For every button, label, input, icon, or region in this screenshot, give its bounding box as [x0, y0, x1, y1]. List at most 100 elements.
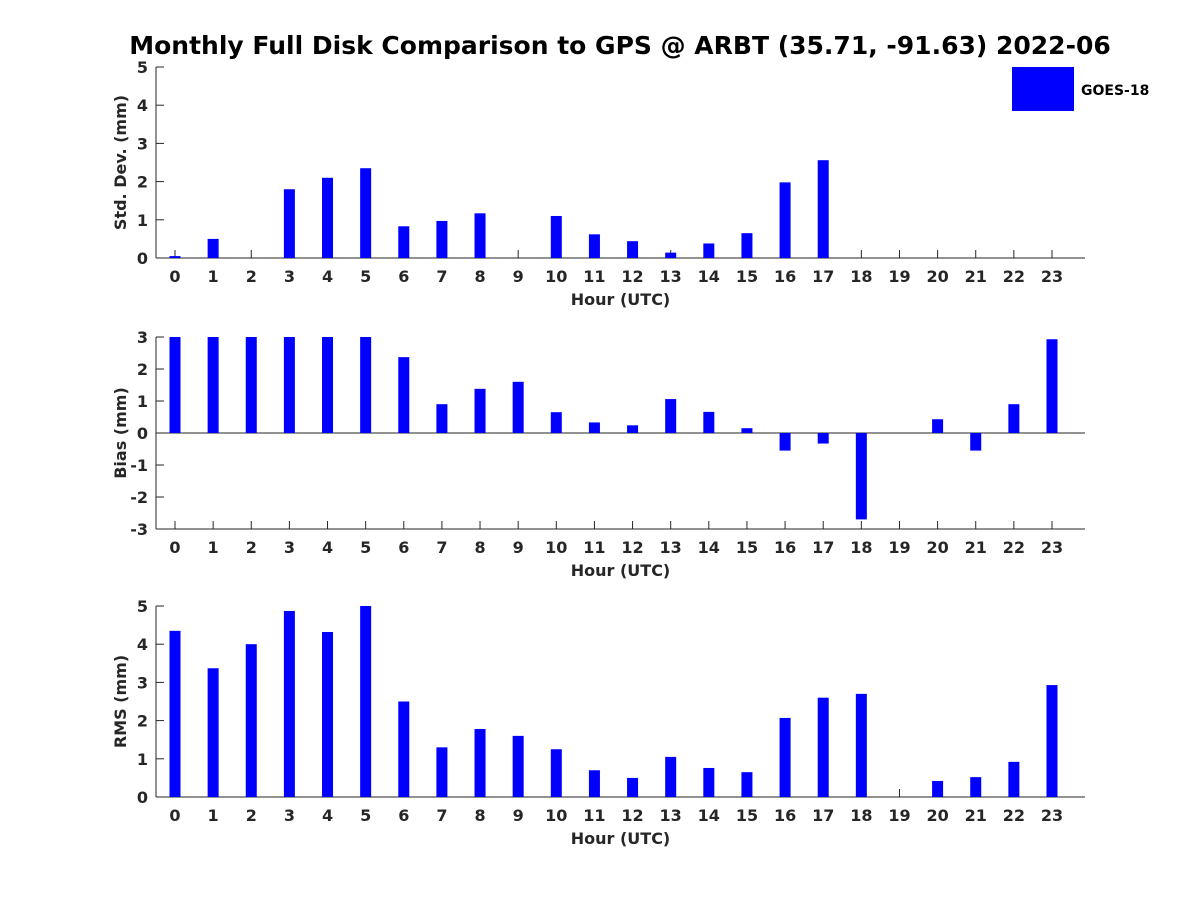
bar-hour-0 — [169, 256, 181, 258]
bar-hour-6 — [398, 226, 410, 258]
bar-hour-18 — [855, 433, 867, 520]
x-tick-label: 13 — [660, 538, 682, 557]
y-tick-label: 3 — [137, 673, 148, 692]
y-axis-label: RMS (mm) — [111, 655, 130, 748]
bar-hour-17 — [817, 160, 829, 258]
x-tick-label: 4 — [322, 538, 333, 557]
x-tick-label: 11 — [583, 806, 605, 825]
x-tick-label: 3 — [284, 538, 295, 557]
x-tick-label: 14 — [698, 806, 720, 825]
x-axis-label: Hour (UTC) — [571, 290, 671, 309]
bar-hour-5 — [360, 606, 372, 797]
bar-hour-4 — [322, 337, 334, 433]
x-tick-label: 2 — [246, 806, 257, 825]
bar-hour-12 — [627, 777, 639, 797]
legend: GOES-18 — [1012, 67, 1149, 111]
bar-hour-20 — [932, 780, 944, 797]
y-tick-label: 2 — [137, 360, 148, 379]
x-tick-label: 23 — [1041, 267, 1063, 286]
bar-hour-14 — [703, 243, 715, 258]
x-tick-label: 17 — [812, 538, 834, 557]
x-tick-label: 15 — [736, 267, 758, 286]
bar-hour-8 — [474, 388, 486, 433]
bar-hour-6 — [398, 701, 410, 797]
x-tick-label: 20 — [926, 267, 948, 286]
x-tick-label: 4 — [322, 806, 333, 825]
bar-hour-8 — [474, 729, 486, 797]
bar-hour-10 — [550, 749, 562, 797]
bar-hour-7 — [436, 220, 448, 258]
x-tick-label: 23 — [1041, 538, 1063, 557]
x-tick-label: 15 — [736, 806, 758, 825]
x-tick-label: 20 — [926, 806, 948, 825]
x-tick-label: 7 — [436, 806, 447, 825]
x-tick-label: 1 — [208, 806, 219, 825]
y-tick-label: 1 — [137, 211, 148, 230]
x-tick-label: 11 — [583, 267, 605, 286]
x-tick-label: 23 — [1041, 806, 1063, 825]
x-tick-label: 20 — [926, 538, 948, 557]
x-tick-label: 15 — [736, 538, 758, 557]
bar-hour-15 — [741, 233, 753, 258]
bar-hour-8 — [474, 213, 486, 258]
x-tick-label: 5 — [360, 806, 371, 825]
x-tick-label: 21 — [965, 538, 987, 557]
x-tick-label: 18 — [850, 806, 872, 825]
y-tick-label: -1 — [130, 456, 148, 475]
bar-hour-2 — [245, 644, 257, 797]
x-tick-label: 1 — [208, 267, 219, 286]
bar-hour-3 — [283, 337, 295, 433]
x-tick-label: 7 — [436, 538, 447, 557]
x-tick-label: 12 — [621, 267, 643, 286]
y-tick-label: 2 — [137, 173, 148, 192]
x-tick-label: 22 — [1003, 806, 1025, 825]
chart-title: Monthly Full Disk Comparison to GPS @ AR… — [129, 31, 1111, 60]
bar-hour-23 — [1046, 685, 1058, 797]
bar-hour-5 — [360, 168, 372, 258]
x-tick-label: 21 — [965, 267, 987, 286]
x-tick-label: 3 — [284, 806, 295, 825]
x-axis-label: Hour (UTC) — [571, 829, 671, 848]
x-tick-label: 16 — [774, 267, 796, 286]
x-tick-label: 11 — [583, 538, 605, 557]
x-tick-label: 12 — [621, 538, 643, 557]
bar-hour-11 — [588, 422, 600, 433]
y-tick-label: 4 — [137, 635, 148, 654]
x-tick-label: 6 — [398, 538, 409, 557]
bar-hour-16 — [779, 433, 791, 451]
bar-hour-10 — [550, 215, 562, 258]
x-tick-label: 22 — [1003, 538, 1025, 557]
y-axis-label: Bias (mm) — [111, 387, 130, 479]
bar-hour-1 — [207, 668, 219, 797]
x-tick-label: 14 — [698, 538, 720, 557]
bar-hour-9 — [512, 381, 524, 433]
x-tick-label: 13 — [660, 267, 682, 286]
y-tick-label: 3 — [137, 328, 148, 347]
y-tick-label: -2 — [130, 488, 148, 507]
x-tick-label: 0 — [169, 806, 180, 825]
x-tick-label: 5 — [360, 538, 371, 557]
x-tick-label: 19 — [888, 806, 910, 825]
bar-hour-21 — [970, 433, 982, 451]
legend-label: GOES-18 — [1081, 83, 1149, 99]
bar-hour-4 — [322, 631, 334, 797]
bar-hour-7 — [436, 404, 448, 433]
x-tick-label: 8 — [474, 538, 485, 557]
x-tick-label: 3 — [284, 267, 295, 286]
x-tick-label: 9 — [513, 806, 524, 825]
x-tick-label: 18 — [850, 267, 872, 286]
x-tick-label: 17 — [812, 806, 834, 825]
legend-swatch — [1012, 67, 1074, 111]
bar-hour-10 — [550, 412, 562, 433]
bar-hour-11 — [588, 234, 600, 258]
bar-hour-17 — [817, 697, 829, 797]
x-tick-label: 16 — [774, 538, 796, 557]
x-tick-label: 17 — [812, 267, 834, 286]
x-tick-label: 16 — [774, 806, 796, 825]
y-tick-label: 1 — [137, 750, 148, 769]
x-tick-label: 22 — [1003, 267, 1025, 286]
y-tick-label: 0 — [137, 788, 148, 807]
x-tick-label: 13 — [660, 806, 682, 825]
bar-hour-3 — [283, 189, 295, 258]
